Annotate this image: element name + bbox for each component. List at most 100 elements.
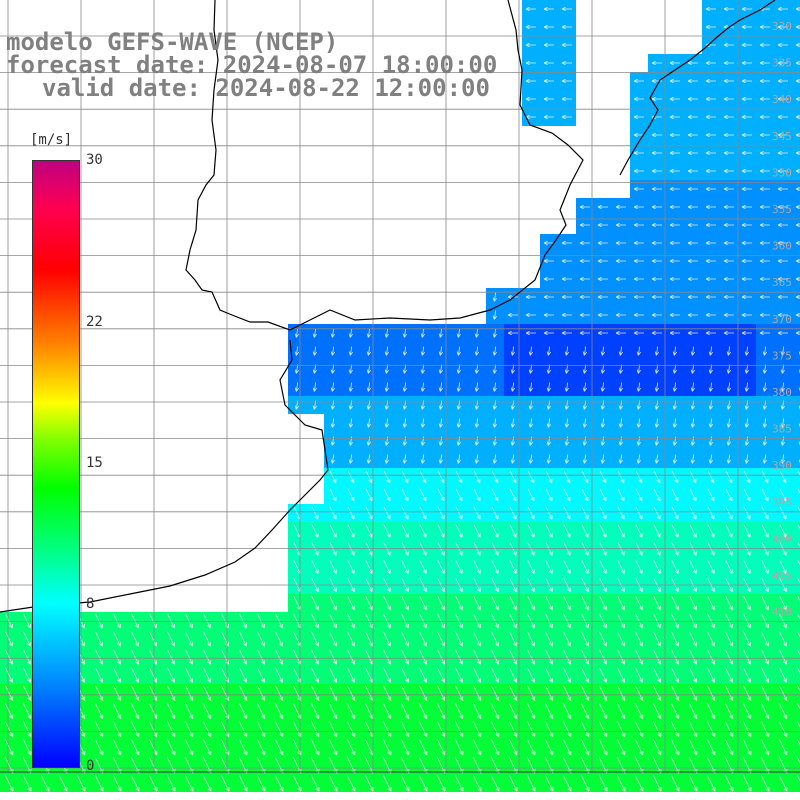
wind-arrow xyxy=(633,258,644,264)
wind-arrow xyxy=(618,436,623,446)
wind-arrow xyxy=(635,649,643,665)
wind-arrow xyxy=(203,631,211,647)
wind-arrow xyxy=(795,204,800,210)
wind-speed-cell xyxy=(792,720,800,738)
wind-arrow xyxy=(688,685,698,701)
wind-arrow xyxy=(797,470,800,476)
wind-arrow xyxy=(635,631,643,647)
wind-arrow xyxy=(23,649,31,665)
wind-arrow xyxy=(437,613,445,629)
wind-speed-cell xyxy=(792,450,800,468)
wind-arrow xyxy=(311,631,319,647)
wind-arrow xyxy=(472,703,482,720)
wind-arrow xyxy=(633,114,644,120)
wind-arrow xyxy=(760,774,770,792)
wind-arrow xyxy=(759,186,770,192)
wind-arrow xyxy=(438,436,443,446)
wind-arrow xyxy=(725,595,733,611)
wind-arrow xyxy=(400,774,410,792)
wind-arrow xyxy=(329,542,337,556)
wind-arrow xyxy=(582,346,587,356)
wind-arrow xyxy=(689,560,697,574)
wind-arrow xyxy=(294,346,299,356)
wind-arrow xyxy=(795,312,800,318)
wind-arrow xyxy=(312,382,317,392)
wind-arrow xyxy=(563,613,571,629)
wind-arrow xyxy=(509,542,517,556)
wind-arrow xyxy=(723,240,734,246)
wind-arrow xyxy=(113,613,121,629)
wind-arrow xyxy=(420,436,425,446)
wind-arrow xyxy=(759,78,770,84)
wind-arrow xyxy=(546,346,551,356)
wind-arrow xyxy=(670,685,680,701)
latitude-label: 360 xyxy=(772,240,792,253)
wind-arrow xyxy=(383,649,391,665)
wind-arrow xyxy=(759,132,770,138)
wind-arrow xyxy=(508,685,518,701)
wind-arrow xyxy=(329,649,337,665)
wind-arrow xyxy=(455,470,463,484)
wind-arrow xyxy=(384,382,389,392)
wind-arrow xyxy=(616,720,626,738)
wind-arrow xyxy=(455,649,463,665)
wind-arrow xyxy=(256,685,266,701)
wind-arrow xyxy=(779,560,787,574)
wind-arrow xyxy=(795,186,800,192)
wind-arrow xyxy=(705,186,716,192)
wind-arrow xyxy=(543,42,554,48)
wind-arrow xyxy=(401,595,409,611)
wind-arrow xyxy=(328,685,338,701)
wind-arrow xyxy=(474,364,479,374)
wind-arrow xyxy=(528,364,533,374)
wind-arrow xyxy=(618,346,623,356)
wind-arrow xyxy=(402,382,407,392)
wind-arrow xyxy=(94,738,104,756)
wind-arrow xyxy=(329,560,337,574)
wind-arrow xyxy=(779,595,787,611)
wind-arrow xyxy=(797,613,800,620)
latitude-label: 410 xyxy=(772,606,792,619)
wind-arrow xyxy=(167,613,175,629)
wind-arrow xyxy=(759,150,770,156)
wind-arrow xyxy=(687,204,698,210)
wind-arrow xyxy=(383,524,391,538)
wind-arrow xyxy=(742,774,752,792)
wind-arrow xyxy=(705,24,716,30)
wind-arrow xyxy=(723,204,734,210)
wind-arrow xyxy=(579,276,590,282)
wind-arrow xyxy=(580,774,590,792)
wind-arrow xyxy=(474,436,479,446)
wind-arrow xyxy=(563,542,571,556)
wind-speed-cell xyxy=(792,702,800,720)
wind-arrow xyxy=(491,470,499,484)
wind-arrow xyxy=(742,738,752,756)
wind-arrow xyxy=(310,703,320,720)
wind-arrow xyxy=(545,506,553,520)
wind-arrow xyxy=(131,631,139,647)
wind-arrow xyxy=(525,24,536,30)
wind-arrow xyxy=(618,454,623,464)
wind-arrow xyxy=(688,774,698,792)
wind-arrow xyxy=(705,6,716,12)
wind-arrow xyxy=(456,364,461,374)
wind-arrow xyxy=(346,720,356,738)
wind-arrow xyxy=(438,328,443,338)
wind-arrow xyxy=(420,418,425,428)
wind-arrow xyxy=(311,560,319,574)
wind-arrow xyxy=(743,488,751,502)
wind-arrow xyxy=(723,60,734,66)
wind-arrow xyxy=(491,542,499,556)
latitude-label: 400 xyxy=(772,532,792,545)
wind-arrow xyxy=(347,506,355,520)
wind-arrow xyxy=(472,738,482,756)
wind-arrow xyxy=(528,436,533,446)
wind-arrow xyxy=(148,774,158,792)
wind-arrow xyxy=(348,382,353,392)
wind-arrow xyxy=(599,649,607,665)
wind-arrow xyxy=(419,613,427,629)
wind-speed-cell xyxy=(792,558,800,576)
wind-arrow xyxy=(418,774,428,792)
wind-arrow xyxy=(687,312,698,318)
wind-arrow xyxy=(365,506,373,520)
